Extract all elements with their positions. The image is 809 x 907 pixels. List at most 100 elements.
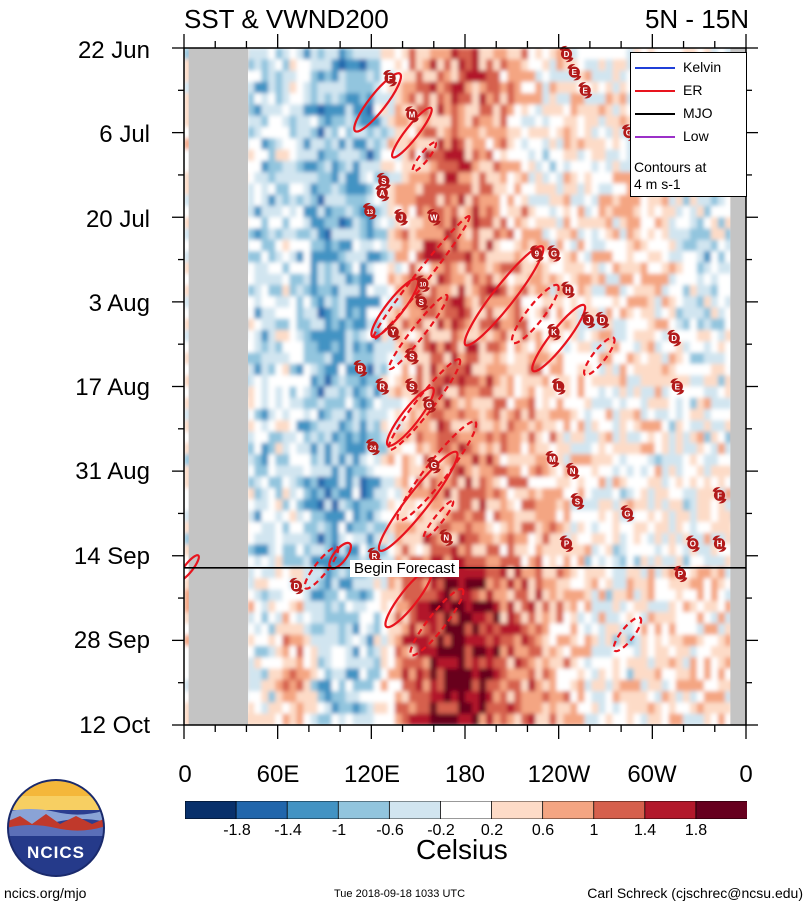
sst-cell — [408, 228, 417, 241]
sst-cell — [535, 70, 544, 83]
sst-cell — [443, 318, 452, 331]
sst-cell — [380, 363, 389, 377]
sst-cell — [184, 386, 192, 399]
sst-cell — [556, 397, 565, 410]
sst-cell — [465, 713, 473, 725]
sst-cell — [443, 713, 452, 725]
sst-cell — [184, 228, 192, 241]
sst-cell — [296, 499, 305, 512]
sst-cell — [443, 138, 452, 151]
sst-cell — [570, 194, 579, 207]
sst-cell — [479, 623, 487, 636]
sst-cell — [612, 363, 621, 377]
sst-cell — [563, 499, 572, 512]
sst-cell — [661, 679, 670, 692]
sst-cell — [563, 239, 572, 252]
sst-cell — [479, 93, 487, 106]
sst-cell — [317, 578, 326, 591]
sst-cell — [345, 702, 354, 715]
sst-cell — [268, 499, 277, 512]
sst-cell — [268, 341, 277, 354]
sst-cell — [289, 307, 298, 320]
storm-label: M — [549, 455, 556, 464]
sst-cell — [443, 702, 452, 715]
sst-cell — [331, 668, 340, 681]
sst-cell — [500, 160, 508, 173]
sst-cell — [577, 431, 586, 444]
sst-cell — [254, 488, 263, 501]
sst-cell — [366, 420, 375, 433]
sst-cell — [422, 251, 431, 264]
sst-cell — [261, 149, 270, 162]
sst-cell — [324, 217, 333, 230]
sst-cell — [479, 510, 487, 523]
sst-cell — [514, 115, 522, 128]
sst-cell — [366, 499, 375, 512]
sst-cell — [359, 691, 368, 704]
sst-cell — [436, 172, 445, 185]
sst-cell — [570, 612, 579, 625]
sst-cell — [612, 612, 621, 625]
sst-cell — [338, 409, 347, 422]
sst-cell — [591, 521, 600, 534]
sst-cell — [429, 668, 438, 681]
sst-cell — [647, 228, 656, 241]
sst-cell — [324, 668, 333, 681]
sst-cell — [429, 59, 438, 72]
sst-cell — [507, 612, 515, 625]
sst-cell — [528, 555, 537, 568]
sst-cell — [324, 476, 333, 489]
sst-cell — [457, 217, 466, 230]
sst-cell — [401, 612, 410, 625]
sst-cell — [429, 307, 438, 320]
sst-cell — [682, 217, 691, 230]
sst-cell — [654, 205, 663, 219]
sst-cell — [507, 318, 515, 331]
sst-cell — [296, 397, 305, 410]
sst-cell — [717, 646, 726, 659]
sst-cell — [422, 239, 431, 252]
sst-cell — [338, 612, 347, 625]
sst-cell — [626, 363, 635, 377]
sst-cell — [710, 510, 719, 523]
sst-cell — [542, 544, 551, 557]
sst-cell — [556, 555, 565, 568]
sst-cell — [394, 70, 403, 83]
sst-cell — [373, 296, 382, 309]
sst-cell — [661, 691, 670, 704]
sst-cell — [184, 533, 192, 546]
sst-cell — [303, 409, 312, 422]
sst-cell — [457, 262, 466, 275]
sst-cell — [457, 318, 466, 331]
sst-cell — [647, 476, 656, 489]
sst-cell — [296, 262, 305, 275]
sst-cell — [415, 465, 424, 478]
sst-cell — [268, 70, 277, 83]
sst-cell — [317, 510, 326, 523]
sst-cell — [619, 81, 628, 94]
sst-cell — [493, 160, 501, 173]
sst-cell — [682, 668, 691, 681]
sst-cell — [521, 262, 530, 275]
sst-cell — [359, 409, 368, 422]
sst-cell — [261, 442, 270, 455]
sst-cell — [366, 251, 375, 264]
sst-cell — [261, 600, 270, 613]
sst-cell — [317, 454, 326, 467]
sst-cell — [570, 679, 579, 692]
sst-cell — [465, 149, 473, 162]
sst-cell — [450, 318, 459, 331]
sst-cell — [535, 623, 544, 636]
sst-cell — [591, 59, 600, 72]
sst-cell — [184, 126, 192, 140]
er-contour — [377, 450, 459, 552]
sst-cell — [570, 657, 579, 670]
sst-cell — [542, 363, 551, 377]
sst-cell — [394, 657, 403, 670]
sst-cell — [493, 510, 501, 523]
sst-cell — [380, 307, 389, 320]
sst-cell — [696, 555, 705, 568]
sst-cell — [373, 115, 382, 128]
sst-cell — [605, 172, 614, 185]
sst-cell — [443, 409, 452, 422]
